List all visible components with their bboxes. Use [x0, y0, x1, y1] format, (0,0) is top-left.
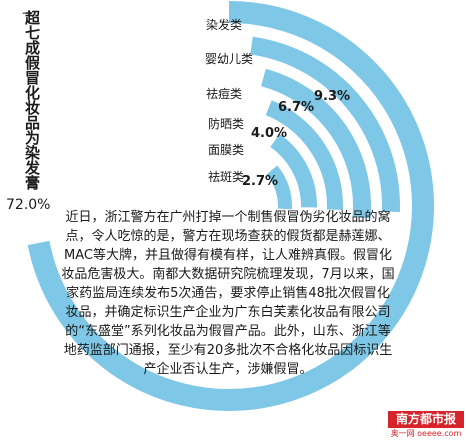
arc-1	[27, 1, 434, 411]
title-arrow-icon: →	[22, 6, 33, 20]
category-label-3: 祛痘类	[206, 86, 242, 101]
arc-4	[265, 100, 343, 210]
category-label-6: 祛斑类	[208, 170, 244, 184]
arc-3	[260, 68, 371, 219]
value-label-4: 6.7%	[278, 100, 314, 115]
value-labels: 9.3%6.7% 4.0% 2.7%	[242, 89, 350, 189]
category-label-1: 染发类	[206, 17, 242, 32]
outer-value-label: 72.0%	[6, 197, 51, 213]
logo-site: 奥一网 oeeee.com	[390, 429, 462, 438]
category-label-4: 防晒类	[208, 116, 244, 131]
arc-2	[250, 36, 400, 212]
news-paragraph: 近日，浙江警方在广州打掉一个制售假冒伪劣化妆品的窝点，令人吃惊的是，警方在现场查…	[61, 210, 395, 377]
category-label-2: 婴幼儿类	[205, 52, 253, 66]
newspaper-logo: 南方都市报 奥一网 oeeee.com	[388, 411, 464, 439]
logo-name: 南方都市报	[388, 411, 464, 428]
category-label-5: 面膜类	[208, 143, 244, 157]
value-label-3: 9.3%	[314, 89, 350, 104]
arc-layer	[27, 1, 434, 411]
arc-6	[266, 165, 292, 210]
value-label-6: 2.7%	[242, 174, 278, 189]
value-label-5: 4.0%	[251, 126, 287, 141]
arc-5	[270, 133, 317, 208]
chart-title: 超七成假冒化妆品为染发膏	[23, 10, 41, 190]
